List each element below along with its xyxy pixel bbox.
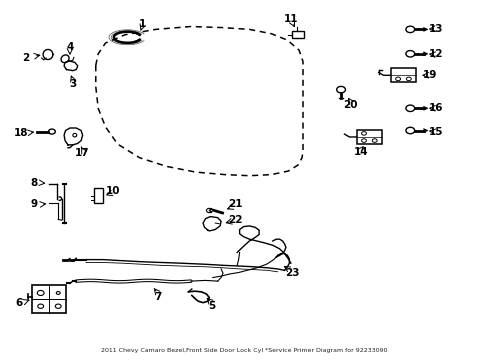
Text: 11: 11 (283, 14, 298, 24)
Text: 4: 4 (66, 42, 74, 52)
Text: 13: 13 (427, 24, 442, 34)
Text: 16: 16 (427, 103, 442, 113)
Text: 18: 18 (14, 128, 28, 138)
Text: 2011 Chevy Camaro Bezel,Front Side Door Lock Cyl *Service Primer Diagram for 922: 2011 Chevy Camaro Bezel,Front Side Door … (101, 348, 387, 353)
Text: 17: 17 (75, 148, 90, 158)
Text: 20: 20 (343, 100, 357, 111)
Text: 12: 12 (427, 49, 442, 59)
Text: 1: 1 (138, 19, 145, 29)
Text: 9: 9 (30, 199, 38, 210)
Text: 21: 21 (228, 199, 243, 210)
Text: 15: 15 (427, 127, 442, 136)
Text: 19: 19 (422, 70, 436, 80)
Text: 14: 14 (353, 147, 368, 157)
Text: 10: 10 (105, 186, 120, 197)
Text: 2: 2 (22, 53, 30, 63)
Text: 7: 7 (154, 292, 161, 302)
Text: 5: 5 (207, 301, 215, 311)
Text: 6: 6 (16, 298, 23, 308)
Text: 8: 8 (30, 178, 38, 188)
Text: 23: 23 (285, 267, 299, 278)
Text: 22: 22 (228, 215, 243, 225)
Text: 3: 3 (69, 79, 76, 89)
